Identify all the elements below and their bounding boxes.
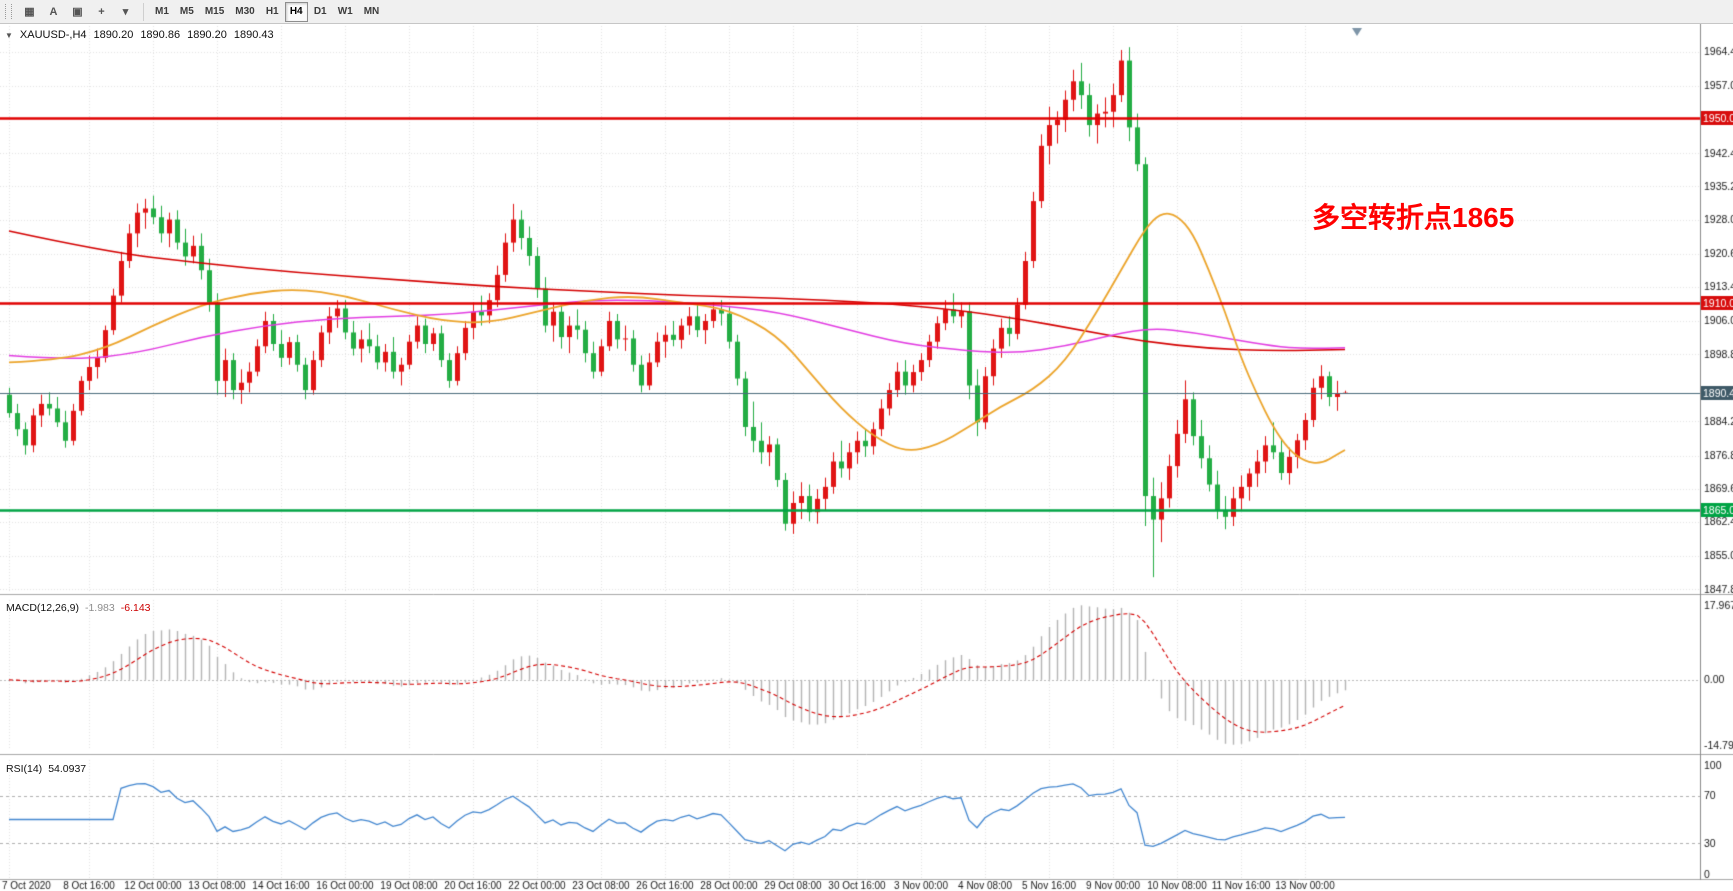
top-toolbar: ▦ A ▣ + ▾ M1 M5 M15 M30 H1 H4 D1 W1 MN bbox=[0, 0, 1733, 24]
timeframe-button-m30[interactable]: M30 bbox=[230, 2, 259, 22]
symbol-label: XAUUSD-,H4 bbox=[19, 29, 87, 41]
tools-group: ▦ A ▣ + ▾ bbox=[18, 2, 137, 22]
rsi-indicator-label: RSI(14) 54.0937 bbox=[6, 763, 86, 775]
timeframe-button-m15[interactable]: M15 bbox=[200, 2, 229, 22]
timeframe-button-m5[interactable]: M5 bbox=[175, 2, 199, 22]
macd-main-value: -1.983 bbox=[84, 602, 115, 614]
toolbar-grip[interactable] bbox=[5, 4, 12, 19]
rsi-name: RSI(14) bbox=[6, 763, 43, 775]
chart-tile-icon[interactable]: ▦ bbox=[18, 2, 41, 22]
ohlc-open: 1890.20 bbox=[93, 29, 134, 41]
macd-indicator-label: MACD(12,26,9) -1.983 -6.143 bbox=[6, 602, 151, 614]
tools-dropdown-caret-icon[interactable]: ▾ bbox=[114, 2, 137, 22]
timeframe-button-h1[interactable]: H1 bbox=[261, 2, 284, 22]
rsi-value: 54.0937 bbox=[48, 763, 87, 775]
timeframe-button-mn[interactable]: MN bbox=[359, 2, 385, 22]
timeframe-button-w1[interactable]: W1 bbox=[333, 2, 358, 22]
timeframe-button-h4[interactable]: H4 bbox=[284, 1, 308, 22]
chart-text-annotation[interactable]: 多空转折点1865 bbox=[1312, 202, 1515, 233]
crosshair-icon[interactable]: + bbox=[90, 2, 113, 22]
ohlc-high: 1890.86 bbox=[140, 29, 181, 41]
toolbar-separator bbox=[143, 2, 144, 21]
timeframe-button-d1[interactable]: D1 bbox=[309, 2, 332, 22]
chart-menu-arrow-icon[interactable]: ▼ bbox=[5, 30, 13, 40]
timeframe-toolbar: M1 M5 M15 M30 H1 H4 D1 W1 MN bbox=[150, 1, 385, 22]
chart-window: ▼ XAUUSD-,H4 1890.20 1890.86 1890.20 189… bbox=[0, 24, 1733, 891]
chart-canvas[interactable] bbox=[0, 24, 1733, 891]
ohlc-close: 1890.43 bbox=[233, 29, 274, 41]
template-icon[interactable]: ▣ bbox=[66, 2, 89, 22]
timeframe-button-m1[interactable]: M1 bbox=[150, 2, 174, 22]
text-tool-icon[interactable]: A bbox=[42, 2, 65, 22]
macd-name: MACD(12,26,9) bbox=[6, 602, 79, 614]
macd-signal-value: -6.143 bbox=[120, 602, 151, 614]
ohlc-low: 1890.20 bbox=[187, 29, 227, 41]
chart-ohlc-header: ▼ XAUUSD-,H4 1890.20 1890.86 1890.20 189… bbox=[5, 29, 274, 41]
